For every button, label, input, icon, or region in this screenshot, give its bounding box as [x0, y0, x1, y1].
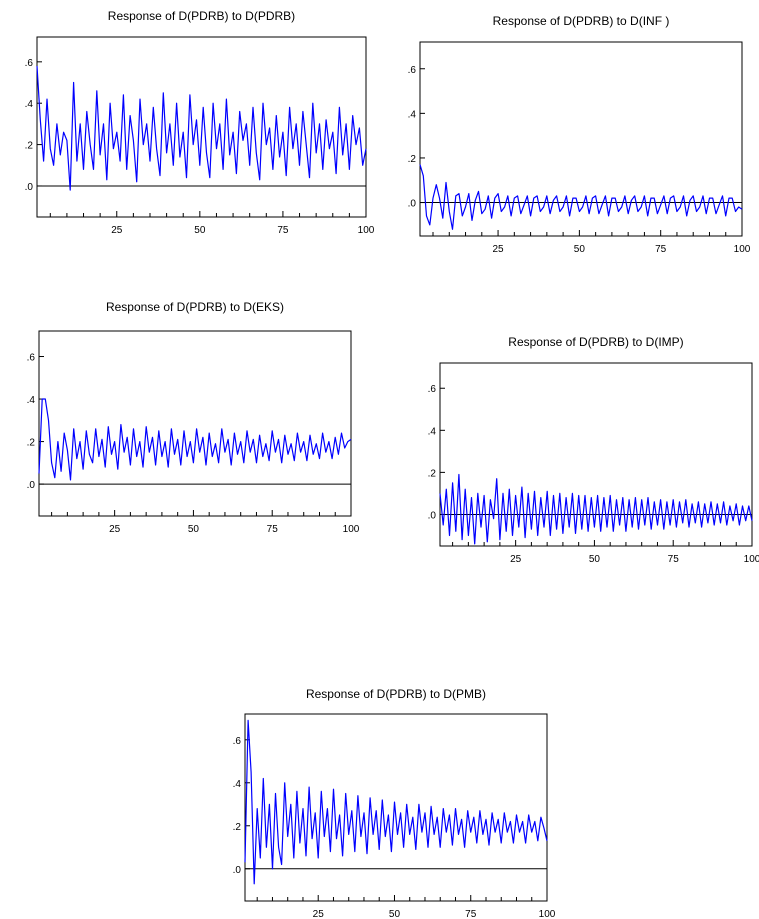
- x-tick-label: 100: [343, 524, 360, 535]
- x-tick-label: 50: [589, 554, 601, 565]
- x-tick-label: 25: [510, 554, 522, 565]
- y-tick-label: .4: [25, 99, 34, 110]
- y-tick-label: .0: [27, 480, 36, 491]
- x-tick-label: 75: [655, 244, 667, 255]
- y-tick-label: .2: [233, 822, 242, 833]
- x-tick-label: 75: [668, 554, 680, 565]
- response-line: [439, 473, 753, 545]
- y-tick-label: .4: [233, 779, 242, 790]
- plot-frame: [244, 713, 548, 902]
- x-tick-label: 75: [465, 909, 477, 919]
- x-tick-label: 100: [539, 909, 556, 919]
- y-tick-label: .6: [25, 58, 34, 69]
- chart-panel-5: Response of D(PDRB) to D(PMB) .0 .2 .4 .6 25 5…: [233, 687, 556, 919]
- plot-frame: [36, 36, 367, 218]
- y-tick-label: .2: [408, 154, 417, 165]
- response-line: [419, 164, 743, 230]
- y-tick-label: .6: [27, 353, 36, 364]
- x-tick-label: 25: [111, 225, 123, 236]
- response-line: [36, 65, 367, 191]
- plot-frame: [439, 362, 753, 547]
- x-tick-label: 25: [492, 244, 504, 255]
- y-tick-label: .2: [27, 438, 36, 449]
- y-tick-label: .6: [233, 736, 242, 747]
- chart-panel-3: Response of D(PDRB) to D(EKS) .0 .2 .4 .6 25 5…: [27, 300, 360, 535]
- chart-title: Response of D(PDRB) to D(PMB): [306, 687, 486, 701]
- y-tick-label: .4: [428, 426, 437, 437]
- y-tick-label: .6: [408, 65, 417, 76]
- x-tick-label: 75: [267, 524, 279, 535]
- y-tick-label: .0: [25, 182, 34, 193]
- chart-title: Response of D(PDRB) to D(EKS): [106, 300, 284, 314]
- x-tick-label: 50: [389, 909, 401, 919]
- x-tick-label: 75: [277, 225, 289, 236]
- x-tick-label: 25: [109, 524, 121, 535]
- chart-title: Response of D(PDRB) to D(INF ): [493, 14, 670, 28]
- chart-panel-4: Response of D(PDRB) to D(IMP) .0 .2 .4 .6 25 5…: [428, 335, 759, 565]
- x-tick-label: 100: [358, 225, 375, 236]
- y-tick-label: .2: [428, 468, 437, 479]
- chart-panel-2: Response of D(PDRB) to D(INF ) .0 .2 .4 .6 25…: [408, 14, 751, 255]
- y-tick-label: .0: [408, 199, 417, 210]
- y-tick-label: .0: [233, 865, 242, 876]
- chart-title: Response of D(PDRB) to D(PDRB): [108, 9, 295, 23]
- y-tick-label: .4: [27, 395, 36, 406]
- x-tick-label: 100: [744, 554, 759, 565]
- plot-frame: [38, 330, 352, 517]
- y-tick-label: .2: [25, 141, 34, 152]
- x-tick-label: 50: [194, 225, 206, 236]
- response-line: [38, 398, 352, 481]
- chart-title: Response of D(PDRB) to D(IMP): [508, 335, 683, 349]
- plot-frame: [419, 41, 743, 237]
- y-tick-label: .6: [428, 384, 437, 395]
- x-tick-label: 50: [574, 244, 586, 255]
- x-tick-label: 50: [188, 524, 200, 535]
- chart-panel-1: Response of D(PDRB) to D(PDRB) .0 .2 .4 .6 25…: [25, 9, 375, 236]
- y-tick-label: .0: [428, 510, 437, 521]
- x-tick-label: 25: [313, 909, 325, 919]
- x-tick-label: 100: [734, 244, 751, 255]
- response-line: [244, 719, 548, 885]
- y-tick-label: .4: [408, 109, 417, 120]
